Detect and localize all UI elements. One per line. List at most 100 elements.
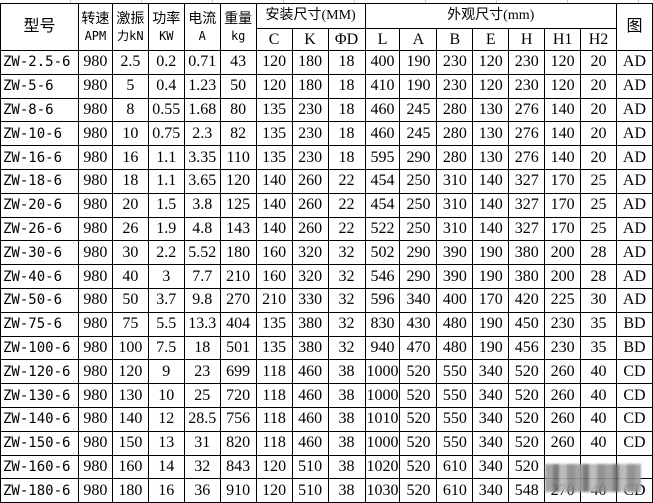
table-cell: 140 [111, 406, 149, 432]
table-cell: 980 [77, 264, 113, 289]
table-cell: 150 [111, 430, 149, 456]
header-5: H1 [544, 28, 582, 51]
table-cell: 7.7 [183, 264, 221, 289]
table-cell: 225 [544, 287, 582, 313]
table-cell: 43 [219, 50, 257, 75]
table-cell: 230 [291, 121, 329, 147]
table-cell: 118 [255, 406, 293, 432]
table-cell: 245 [399, 121, 438, 147]
table-cell: 1.1 [147, 168, 185, 194]
table-cell: 1.9 [147, 216, 185, 242]
table-cell: 140 [255, 168, 293, 194]
header-0: C [255, 28, 293, 51]
table-cell: 25 [580, 192, 617, 218]
table-cell: 1000 [364, 430, 401, 456]
table-cell: 596 [364, 287, 401, 313]
header-2: B [436, 28, 474, 51]
table-cell: 13 [147, 430, 185, 456]
table-cell: AD [615, 168, 653, 194]
table-row: ZW-20-6 980 20 1.5 3.8 125 140 260 22 454 250 310 14… [0, 192, 653, 218]
table-cell: 980 [77, 145, 113, 170]
table-cell: 276 [508, 97, 546, 123]
table-cell: 170 [544, 168, 582, 194]
table-cell: 1010 [364, 406, 401, 432]
table-cell: 170 [472, 287, 510, 313]
table-cell: 276 [508, 121, 546, 147]
table-cell: 460 [291, 430, 329, 456]
table-cell: 550 [436, 406, 474, 432]
table-cell: 980 [77, 359, 113, 385]
table-cell: 260 [544, 359, 582, 385]
table-cell: 550 [436, 383, 474, 408]
table-cell: 454 [364, 192, 401, 218]
table-cell: CD [615, 430, 653, 456]
model-cell: ZW-5-6 [0, 73, 79, 99]
table-cell: 910 [219, 478, 257, 503]
table-cell: 260 [544, 383, 582, 408]
table-cell: 548 [508, 478, 546, 503]
table-cell: 260 [291, 192, 329, 218]
table-cell: 200 [544, 240, 582, 266]
table-cell: CD [615, 406, 653, 432]
table-row: ZW-150-6 980 150 13 31 820 118 460 38 1000 520 550 3… [0, 430, 653, 456]
table-cell: 160 [255, 264, 293, 289]
table-cell: 25 [580, 216, 617, 242]
table-cell: 1.23 [183, 73, 221, 99]
table-cell: 460 [364, 121, 401, 147]
table-cell: 380 [508, 264, 546, 289]
table-cell: 5 [111, 73, 149, 99]
table-cell: 120 [219, 168, 257, 194]
table-cell: 40 [580, 430, 617, 456]
table-cell: 120 [255, 73, 293, 99]
table-cell: 32 [327, 287, 366, 313]
table-cell: 340 [472, 478, 510, 503]
header-0: L [364, 28, 401, 51]
table-cell: 38 [327, 430, 366, 456]
table-cell: 14 [147, 454, 185, 480]
table-cell: 980 [77, 240, 113, 266]
model-cell: ZW-30-6 [0, 240, 79, 266]
table-cell: 280 [436, 97, 474, 123]
table-cell: 250 [399, 192, 438, 218]
table-cell: 1.1 [147, 145, 185, 170]
model-cell: ZW-16-6 [0, 145, 79, 170]
table-cell: 520 [399, 478, 438, 503]
table-cell: 1.5 [147, 192, 185, 218]
table-cell: 310 [436, 168, 474, 194]
table-row: ZW-2.5-6 980 2.5 0.2 0.71 43 120 180 18 400 190 230… [0, 50, 653, 75]
table-cell: 699 [219, 359, 257, 385]
table-cell: 520 [399, 406, 438, 432]
table-cell: 502 [364, 240, 401, 266]
table-cell: 980 [77, 192, 113, 218]
table-cell: 460 [291, 359, 329, 385]
table-cell: 28.5 [183, 406, 221, 432]
table-cell: 3.35 [183, 145, 221, 170]
table-cell: 3.65 [183, 168, 221, 194]
table-cell: 120 [255, 50, 293, 75]
header-model: 型号 [0, 3, 79, 51]
table-row: ZW-130-6 980 130 10 25 720 118 460 38 1000 520 550 3… [0, 383, 653, 408]
table-cell: 980 [77, 335, 113, 361]
table-cell: 118 [255, 430, 293, 456]
table-cell: 520 [508, 430, 546, 456]
table-cell: 140 [544, 97, 582, 123]
table-cell: 3 [147, 264, 185, 289]
table-cell: 230 [544, 311, 582, 337]
table-cell: 340 [472, 454, 510, 480]
table-cell: 170 [544, 216, 582, 242]
table-cell: 30 [580, 287, 617, 313]
table-cell: 9.8 [183, 287, 221, 313]
table-cell: 36 [183, 478, 221, 503]
table-cell: 980 [77, 97, 113, 123]
table-cell: 180 [291, 73, 329, 99]
table-cell: 32 [327, 311, 366, 337]
table-cell: 510 [291, 454, 329, 480]
table-cell: 980 [77, 311, 113, 337]
table-cell: 80 [219, 97, 257, 123]
table-cell: 200 [544, 264, 582, 289]
table-cell: 210 [255, 287, 293, 313]
table-cell: 38 [327, 406, 366, 432]
table-cell: 843 [219, 454, 257, 480]
table-cell: 135 [255, 97, 293, 123]
table-cell: 210 [219, 264, 257, 289]
